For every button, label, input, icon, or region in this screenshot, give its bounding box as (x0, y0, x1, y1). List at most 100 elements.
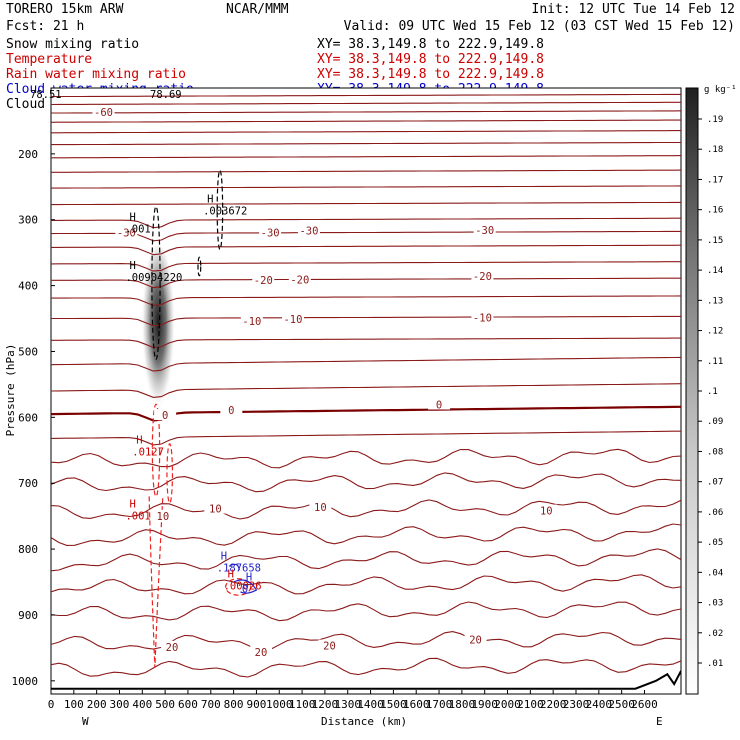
label-halo (160, 640, 183, 652)
maximum-marker: H.001 (125, 498, 150, 522)
label-halo (428, 398, 451, 410)
x-axis-label: Distance (km) (321, 715, 407, 728)
isotherm (51, 185, 681, 189)
maximum-h: H (136, 435, 142, 447)
colorbar-tick-label: .17 (707, 175, 723, 185)
label-halo (464, 633, 487, 645)
isotherm-label: -30 (299, 226, 318, 238)
label-halo (288, 273, 311, 285)
isotherm (51, 499, 681, 520)
isotherm (51, 601, 681, 622)
contour-labels: -60 -30 -30 -30 -30 -20 -20 -20 -10 -10 -10 0 0 0 10 10… (92, 106, 558, 659)
maximum-marker: H0 (242, 572, 252, 596)
cloud-water-contour (233, 579, 258, 594)
x-tick-label: 600 (178, 698, 198, 711)
maximum-h: H (129, 260, 135, 272)
isotherm (51, 101, 681, 106)
x-tick-label: 2100 (517, 698, 544, 711)
x-tick-label: 1400 (357, 698, 384, 711)
colorbar-tick-label: .11 (707, 357, 723, 367)
x-tick-label: 1600 (403, 698, 430, 711)
maximum-h: H (207, 193, 213, 205)
isotherm (51, 472, 681, 493)
maximum-value: .001 (125, 510, 150, 522)
rain-contour (148, 496, 164, 668)
maximum-h: H (228, 568, 234, 580)
isotherm-label: 10 (314, 502, 327, 514)
east-label: E (656, 715, 663, 728)
label-halo (259, 226, 282, 238)
label-halo (154, 409, 177, 421)
label-halo (281, 312, 304, 324)
label-halo (115, 226, 138, 238)
colorbar-tick-label: .01 (707, 659, 723, 669)
x-tick-label: 200 (87, 698, 107, 711)
colorbar-tick-label: .06 (707, 508, 723, 518)
y-tick-label: 800 (18, 543, 38, 556)
label-halo (318, 639, 341, 651)
isotherm (51, 657, 681, 678)
isotherm (51, 261, 681, 272)
isotherm-label: -10 (283, 314, 302, 326)
isotherm (51, 169, 681, 173)
label-halo (535, 504, 558, 516)
isotherm (51, 230, 681, 242)
snow-shading (141, 245, 176, 419)
label-halo (252, 273, 275, 285)
maximum-marker: H.0127 (132, 435, 164, 459)
label-halo (297, 224, 320, 236)
rain-contour (225, 578, 252, 596)
terrain-line (51, 670, 681, 690)
x-tick-label: 1800 (449, 698, 476, 711)
isotherm-label: -60 (94, 107, 113, 119)
colorbar-ramp (685, 87, 699, 695)
snow-contour (197, 256, 202, 277)
maxima-labels: H.003672H.001H.00904220H.0127H.001H.1876… (125, 193, 261, 595)
isotherm (51, 155, 681, 159)
forecast-hour: Fcst: 21 h (6, 19, 84, 34)
maximum-marker: H.001 (125, 211, 150, 235)
isotherm-label: -20 (290, 274, 309, 286)
maximum-marker: H.00904220 (125, 260, 182, 284)
label-halo (309, 501, 332, 513)
isotherm (51, 448, 681, 469)
colorbar-tick-label: .18 (707, 145, 723, 155)
isotherm (51, 295, 681, 306)
label-halo (471, 270, 494, 282)
isotherm-label: 10 (157, 511, 170, 523)
x-tick-label: 1500 (380, 698, 407, 711)
maximum-value: .001 (125, 223, 150, 235)
maximum-value: .00026 (224, 580, 262, 592)
isotherm (51, 277, 681, 289)
temperature-contours (51, 93, 681, 678)
x-tick-label: 1300 (334, 698, 361, 711)
x-tick-label: 2600 (631, 698, 658, 711)
isotherm (51, 119, 681, 123)
isotherm-label: -20 (473, 271, 492, 283)
colorbar-tick-label: .14 (707, 266, 723, 276)
isotherm (51, 93, 681, 98)
isotherm-zero (51, 405, 681, 422)
maximum-value: .00904220 (125, 272, 182, 284)
maximum-value: 0 (242, 584, 248, 596)
field-xy: XY= 38.3,149.8 to 222.9,149.8 (317, 52, 544, 67)
y-tick-label: 200 (18, 148, 38, 161)
y-axis: 200 300 400 500 600 700 800 900 1000 (12, 148, 55, 688)
colorbar-tick-label: .19 (707, 115, 723, 125)
rain-contour (151, 403, 161, 497)
isotherm (51, 548, 681, 572)
snow-contour (216, 169, 224, 250)
x-tick-label: 1000 (266, 698, 293, 711)
isotherm (51, 201, 681, 206)
isotherm (51, 523, 681, 546)
x-tick-label: 2500 (608, 698, 635, 711)
isotherm (51, 430, 681, 446)
colorbar-tick-label: .03 (707, 599, 723, 609)
init-time: Init: 12 UTC Tue 14 Feb 12 (532, 2, 736, 17)
label-halo (151, 509, 174, 521)
y-axis-label: Pressure (hPa) (4, 344, 17, 437)
x-tick-label: 2400 (586, 698, 613, 711)
maximum-h: H (129, 498, 135, 510)
y-tick-label: 400 (18, 280, 38, 293)
